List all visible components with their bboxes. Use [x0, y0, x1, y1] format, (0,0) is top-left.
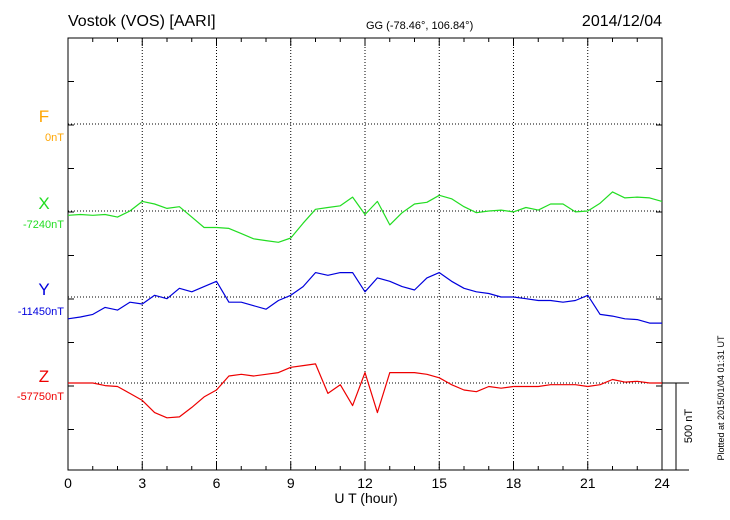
series-labels: F 0nT X -7240nT Y -11450nT Z -57750nT: [17, 107, 64, 403]
axis-ticks: [67, 38, 663, 470]
scale-bar: 500 nT: [662, 382, 695, 471]
series-baseline-x: -7240nT: [23, 219, 64, 231]
x-tick-labels: 0 3 6 9 12 15 18 21 24: [64, 475, 670, 491]
series-baseline-z: -57750nT: [17, 391, 64, 403]
series-line-x: [67, 191, 663, 243]
series-lines: [67, 191, 663, 419]
series-baseline-f: 0nT: [45, 132, 64, 144]
series-line-y: [67, 272, 662, 324]
series-label-f: F: [39, 107, 49, 126]
series-line-z: [68, 363, 662, 419]
x-tick-label: 18: [506, 475, 522, 491]
x-axis-title: U T (hour): [334, 490, 397, 506]
x-tick-label: 12: [357, 475, 373, 491]
x-tick-label: 24: [654, 475, 670, 491]
station-coords: GG (-78.46°, 106.84°): [366, 20, 473, 32]
series-label-y: Y: [38, 280, 49, 299]
x-tick-label: 9: [287, 475, 295, 491]
plot-date: 2014/12/04: [582, 13, 662, 30]
grid-lines: [68, 38, 662, 470]
series-baseline-y: -11450nT: [18, 306, 65, 318]
scale-bar-label: 500 nT: [683, 409, 695, 444]
x-tick-label: 21: [580, 475, 596, 491]
x-tick-label: 0: [64, 475, 72, 491]
x-tick-label: 6: [213, 475, 221, 491]
x-tick-label: 15: [431, 475, 447, 491]
series-label-x: X: [38, 194, 49, 213]
x-tick-label: 3: [138, 475, 146, 491]
series-label-z: Z: [39, 367, 49, 386]
station-title: Vostok (VOS) [AARI]: [68, 13, 216, 30]
plotted-timestamp: Plotted at 2015/01/04 01:31 UT: [716, 335, 726, 461]
